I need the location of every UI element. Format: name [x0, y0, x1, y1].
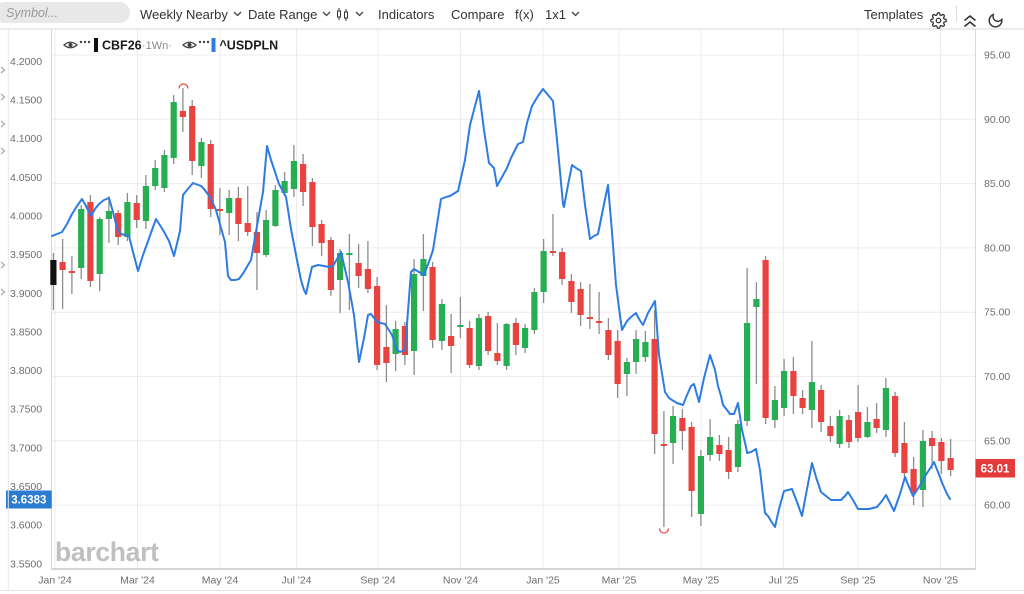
- svg-text:Jan '25: Jan '25: [526, 575, 560, 587]
- svg-text:·1Wn·: ·1Wn·: [142, 40, 172, 52]
- svg-text:Jul '24: Jul '24: [281, 575, 311, 587]
- svg-text:85.00: 85.00: [984, 178, 1010, 190]
- svg-text:3.6500: 3.6500: [10, 481, 42, 493]
- svg-text:4.0000: 4.0000: [10, 211, 42, 223]
- svg-text:Jul '25: Jul '25: [768, 575, 798, 587]
- svg-text:3.8000: 3.8000: [10, 365, 42, 377]
- svg-text:Sep '25: Sep '25: [840, 575, 875, 587]
- svg-text:3.7000: 3.7000: [10, 442, 42, 454]
- svg-text:3.8500: 3.8500: [10, 326, 42, 338]
- svg-text:60.00: 60.00: [984, 500, 1010, 512]
- svg-text:Mar '24: Mar '24: [120, 575, 155, 587]
- svg-text:63.01: 63.01: [981, 464, 1010, 476]
- svg-text:3.7500: 3.7500: [10, 404, 42, 416]
- svg-text:75.00: 75.00: [984, 307, 1010, 319]
- svg-text:4.1500: 4.1500: [10, 95, 42, 107]
- svg-text:65.00: 65.00: [984, 435, 1010, 447]
- svg-text:4.0500: 4.0500: [10, 172, 42, 184]
- svg-text:3.6000: 3.6000: [10, 520, 42, 532]
- svg-text:barchart: barchart: [55, 537, 159, 567]
- svg-text:3.9500: 3.9500: [10, 249, 42, 261]
- svg-text:May '24: May '24: [202, 575, 239, 587]
- svg-text:3.5500: 3.5500: [10, 558, 42, 570]
- svg-text:4.1000: 4.1000: [10, 133, 42, 145]
- svg-text:80.00: 80.00: [984, 242, 1010, 254]
- svg-text:Sep '24: Sep '24: [360, 575, 395, 587]
- svg-text:95.00: 95.00: [984, 50, 1010, 62]
- svg-text:70.00: 70.00: [984, 371, 1010, 383]
- svg-text:4.2000: 4.2000: [10, 56, 42, 68]
- svg-text:Mar '25: Mar '25: [602, 575, 637, 587]
- svg-text:May '25: May '25: [683, 575, 720, 587]
- svg-text:3.9000: 3.9000: [10, 288, 42, 300]
- svg-text:CBF26: CBF26: [102, 39, 142, 53]
- svg-text:Nov '24: Nov '24: [443, 575, 478, 587]
- svg-text:Nov '25: Nov '25: [923, 575, 958, 587]
- svg-text:Jan '24: Jan '24: [38, 575, 72, 587]
- svg-text:3.6383: 3.6383: [11, 495, 46, 507]
- svg-text:90.00: 90.00: [984, 114, 1010, 126]
- svg-text:^USDPLN: ^USDPLN: [220, 39, 279, 53]
